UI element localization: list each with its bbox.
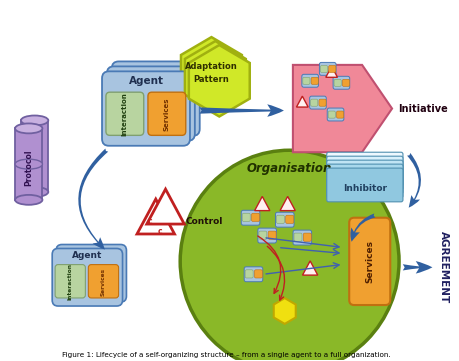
Polygon shape	[180, 37, 241, 109]
Text: Initiative: Initiative	[397, 104, 447, 114]
FancyBboxPatch shape	[326, 160, 402, 194]
Text: Inhibitor: Inhibitor	[342, 184, 386, 193]
FancyBboxPatch shape	[332, 76, 349, 89]
FancyBboxPatch shape	[328, 65, 335, 73]
FancyBboxPatch shape	[292, 230, 311, 245]
FancyBboxPatch shape	[293, 233, 302, 241]
FancyBboxPatch shape	[326, 108, 343, 121]
FancyArrowPatch shape	[199, 104, 283, 117]
Text: Pattern: Pattern	[193, 75, 229, 84]
FancyBboxPatch shape	[52, 248, 122, 306]
FancyBboxPatch shape	[257, 228, 276, 243]
Text: Organisation: Organisation	[246, 162, 331, 175]
FancyArrowPatch shape	[267, 246, 284, 300]
Text: c: c	[157, 227, 162, 236]
FancyArrowPatch shape	[350, 213, 375, 242]
Text: Services: Services	[163, 98, 169, 131]
FancyBboxPatch shape	[320, 65, 327, 73]
Text: Interaction: Interaction	[67, 264, 73, 300]
FancyBboxPatch shape	[88, 265, 118, 298]
FancyArrowPatch shape	[406, 153, 420, 208]
FancyBboxPatch shape	[245, 270, 252, 278]
Polygon shape	[185, 41, 245, 113]
FancyBboxPatch shape	[106, 92, 143, 135]
Polygon shape	[188, 45, 249, 117]
Text: Adaptation: Adaptation	[185, 62, 237, 71]
Polygon shape	[296, 96, 308, 107]
FancyBboxPatch shape	[242, 213, 250, 221]
FancyBboxPatch shape	[326, 156, 402, 190]
FancyBboxPatch shape	[341, 79, 349, 86]
Polygon shape	[254, 196, 269, 210]
Text: Services: Services	[101, 268, 106, 296]
FancyBboxPatch shape	[15, 129, 42, 200]
FancyBboxPatch shape	[326, 164, 402, 198]
FancyBboxPatch shape	[318, 99, 325, 106]
FancyBboxPatch shape	[102, 71, 190, 146]
FancyBboxPatch shape	[302, 233, 311, 241]
Text: AGREEMENT: AGREEMENT	[438, 231, 448, 304]
Text: Agent: Agent	[72, 252, 102, 260]
Text: Services: Services	[364, 240, 374, 283]
Polygon shape	[280, 196, 295, 210]
Circle shape	[180, 150, 398, 361]
FancyBboxPatch shape	[148, 92, 185, 135]
FancyBboxPatch shape	[326, 152, 402, 186]
FancyBboxPatch shape	[21, 121, 48, 192]
FancyBboxPatch shape	[106, 66, 195, 141]
FancyBboxPatch shape	[251, 213, 259, 221]
Polygon shape	[325, 66, 337, 77]
FancyBboxPatch shape	[254, 270, 262, 278]
Text: Figure 1: Lifecycle of a self-organizing structure – from a single agent to a fu: Figure 1: Lifecycle of a self-organizing…	[62, 352, 390, 358]
FancyBboxPatch shape	[301, 74, 318, 87]
Text: Control: Control	[185, 217, 222, 226]
Ellipse shape	[15, 159, 42, 169]
FancyBboxPatch shape	[309, 96, 325, 109]
FancyBboxPatch shape	[275, 212, 293, 227]
Ellipse shape	[21, 187, 48, 197]
Text: Protocol: Protocol	[24, 150, 33, 186]
FancyBboxPatch shape	[310, 77, 318, 84]
FancyBboxPatch shape	[56, 244, 126, 302]
FancyArrowPatch shape	[78, 149, 108, 249]
FancyBboxPatch shape	[268, 231, 275, 239]
Text: Interaction: Interaction	[122, 93, 128, 136]
Polygon shape	[292, 65, 391, 152]
Text: c: c	[147, 217, 152, 226]
FancyBboxPatch shape	[55, 265, 85, 298]
FancyBboxPatch shape	[319, 62, 336, 75]
Ellipse shape	[15, 123, 42, 133]
FancyBboxPatch shape	[328, 111, 335, 118]
Polygon shape	[302, 261, 317, 275]
Polygon shape	[273, 298, 295, 324]
FancyBboxPatch shape	[336, 111, 343, 118]
FancyBboxPatch shape	[302, 77, 309, 84]
FancyArrowPatch shape	[257, 236, 280, 293]
FancyBboxPatch shape	[310, 99, 317, 106]
FancyBboxPatch shape	[244, 267, 262, 282]
FancyBboxPatch shape	[348, 218, 389, 305]
FancyBboxPatch shape	[258, 231, 266, 239]
FancyBboxPatch shape	[285, 215, 293, 223]
FancyArrowPatch shape	[402, 261, 431, 274]
Polygon shape	[137, 199, 174, 234]
Ellipse shape	[21, 116, 48, 125]
FancyBboxPatch shape	[276, 215, 284, 223]
FancyBboxPatch shape	[333, 79, 341, 86]
FancyBboxPatch shape	[112, 61, 199, 136]
Ellipse shape	[15, 195, 42, 205]
Text: Agent: Agent	[128, 76, 163, 86]
FancyBboxPatch shape	[241, 210, 259, 225]
FancyBboxPatch shape	[326, 168, 402, 202]
Polygon shape	[146, 189, 184, 224]
